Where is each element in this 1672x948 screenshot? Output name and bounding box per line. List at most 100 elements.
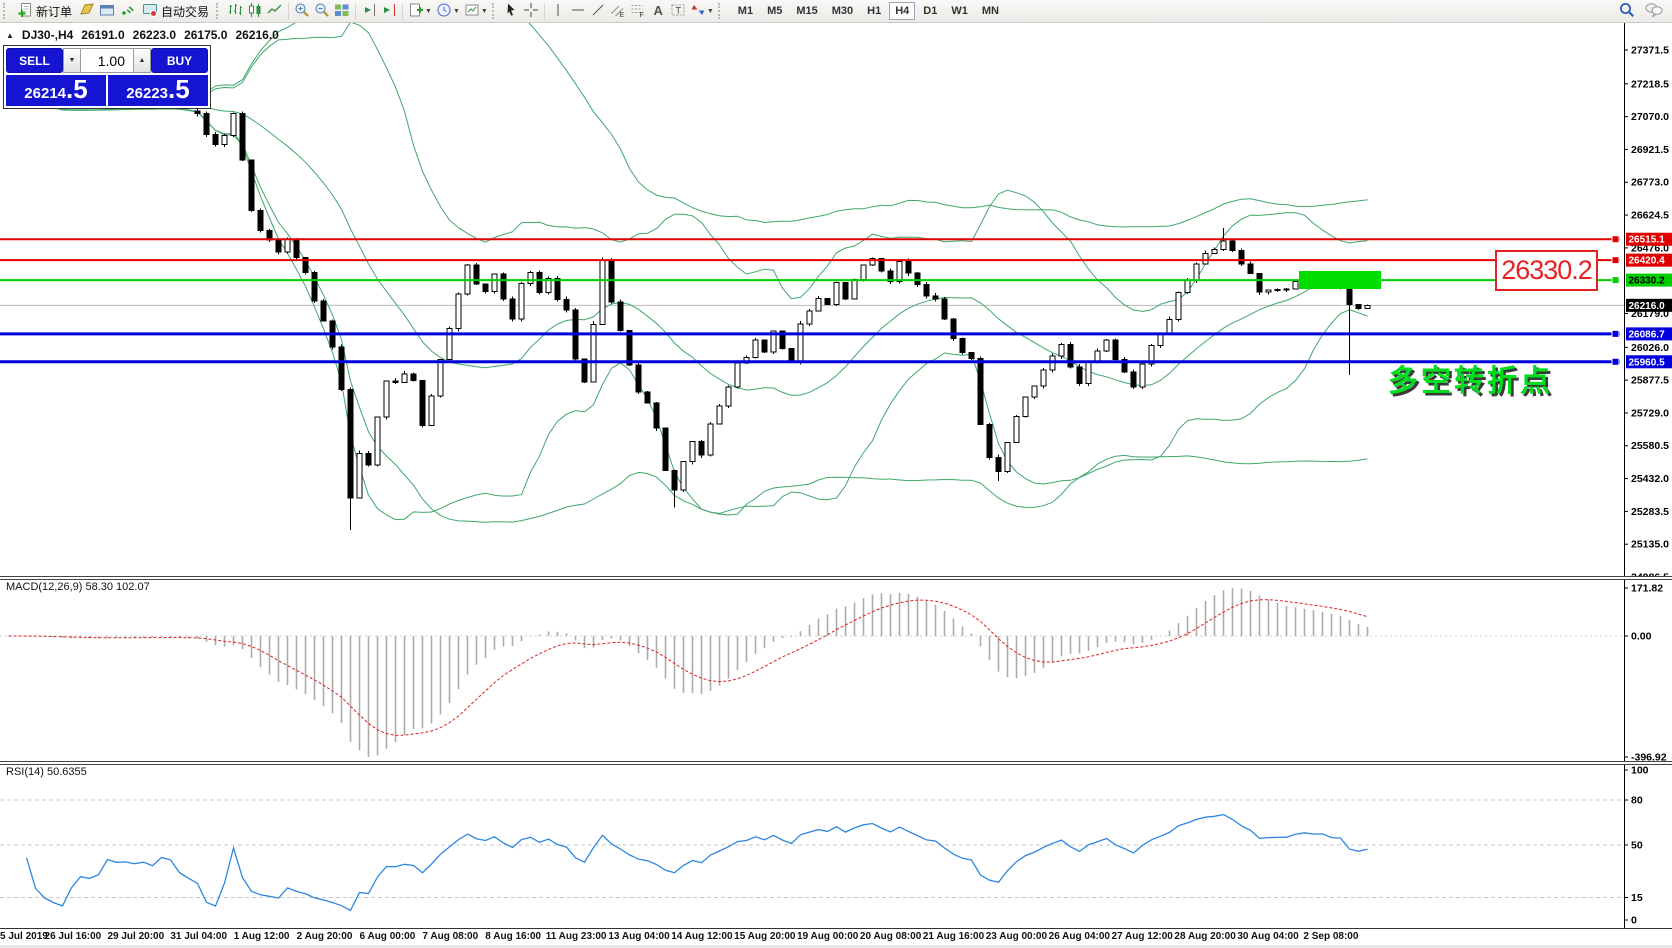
rsi-indicator-label: RSI(14) 50.6355 bbox=[6, 766, 87, 778]
timeframe-h4-button[interactable]: H4 bbox=[889, 2, 916, 20]
chart-shift-icon bbox=[381, 2, 397, 21]
timeframe-toolbar: M1 M5 M15 M30 H1 H4 D1 W1 MN bbox=[731, 2, 1006, 20]
candlestick-icon bbox=[247, 2, 263, 21]
timeframe-d1-button[interactable]: D1 bbox=[917, 2, 943, 20]
time-axis-label: 7 Aug 08:00 bbox=[422, 931, 479, 942]
fibonacci-button[interactable]: F bbox=[628, 1, 648, 21]
pane-separator[interactable] bbox=[0, 761, 1672, 765]
zoom-out-button[interactable] bbox=[312, 1, 332, 21]
new-chart-button[interactable] bbox=[77, 1, 97, 21]
svg-text:-396.92: -396.92 bbox=[1631, 752, 1667, 763]
time-axis[interactable]: 5 Jul 2019 26 Jul 16:00 29 Jul 20:00 31 Jul… bbox=[0, 930, 1672, 945]
time-axis-label: 14 Aug 12:00 bbox=[671, 931, 733, 942]
toolbar-separator bbox=[543, 2, 545, 20]
svg-text:25432.0: 25432.0 bbox=[1631, 473, 1669, 485]
timeframe-m15-button[interactable]: M15 bbox=[790, 2, 823, 20]
sell-price[interactable]: 26214 .5 bbox=[6, 75, 106, 106]
svg-text:25580.5: 25580.5 bbox=[1631, 440, 1669, 452]
search-button[interactable] bbox=[1616, 1, 1638, 21]
templates-button[interactable]: ▼ bbox=[462, 1, 490, 21]
volume-input[interactable]: 1.00 bbox=[81, 48, 133, 73]
tile-windows-icon bbox=[334, 2, 350, 21]
main-chart-pane[interactable]: 27371.5 27218.5 27070.0 26921.5 26773.0 26624… bbox=[0, 23, 1672, 576]
line-chart-icon bbox=[267, 2, 283, 21]
chevron-down-icon: ▼ bbox=[480, 7, 488, 15]
svg-text:27218.5: 27218.5 bbox=[1631, 78, 1669, 90]
svg-text:T: T bbox=[675, 5, 681, 15]
volume-increase-button[interactable]: ▲ bbox=[133, 48, 151, 73]
rsi-pane[interactable]: 100 80 50 15 0 bbox=[0, 765, 1672, 928]
time-axis-label: 2 Sep 08:00 bbox=[1303, 931, 1359, 942]
time-axis-label: 8 Aug 16:00 bbox=[485, 931, 542, 942]
text-button[interactable]: A bbox=[648, 1, 668, 21]
chat-icon bbox=[1644, 1, 1664, 22]
indicators-icon bbox=[408, 2, 424, 21]
autotrading-button[interactable]: 自动交易 bbox=[137, 1, 214, 21]
buy-price[interactable]: 26223 .5 bbox=[108, 75, 208, 106]
new-chart-icon bbox=[79, 2, 95, 21]
timeframe-h1-button[interactable]: H1 bbox=[861, 2, 887, 20]
new-order-icon bbox=[17, 2, 33, 21]
svg-text:27371.5: 27371.5 bbox=[1631, 45, 1669, 57]
buy-button[interactable]: BUY bbox=[151, 48, 208, 73]
toolbar-grip[interactable] bbox=[216, 3, 222, 19]
time-axis-label: 21 Aug 16:00 bbox=[922, 931, 985, 942]
toolbar-grip[interactable] bbox=[3, 3, 9, 19]
time-axis-label: 29 Jul 20:00 bbox=[107, 931, 165, 942]
tile-windows-button[interactable] bbox=[332, 1, 352, 21]
candles-chart-button[interactable] bbox=[245, 1, 265, 21]
svg-text:E: E bbox=[619, 12, 624, 18]
zoom-in-button[interactable] bbox=[292, 1, 312, 21]
channel-button[interactable]: E bbox=[608, 1, 628, 21]
indicators-button[interactable]: ▼ bbox=[406, 1, 434, 21]
toolbar-grip[interactable] bbox=[491, 3, 498, 19]
svg-text:24986.5: 24986.5 bbox=[1631, 572, 1669, 577]
new-order-button[interactable]: 新订单 bbox=[12, 1, 77, 21]
svg-text:A: A bbox=[653, 3, 663, 18]
sell-price-main: 26214 bbox=[24, 85, 67, 102]
toolbar-grip[interactable] bbox=[717, 3, 724, 19]
timeframe-m30-button[interactable]: M30 bbox=[826, 2, 859, 20]
ohlc-high: 26223.0 bbox=[132, 28, 177, 42]
time-axis-label: 30 Aug 04:00 bbox=[1237, 931, 1299, 942]
horizontal-line-button[interactable] bbox=[568, 1, 588, 21]
price-callout-label[interactable]: 26330.2 bbox=[1495, 250, 1598, 291]
turning-point-annotation[interactable]: 多空转折点 bbox=[1388, 365, 1553, 398]
auto-scroll-button[interactable] bbox=[359, 1, 379, 21]
signal-button[interactable] bbox=[117, 1, 137, 21]
chat-button[interactable] bbox=[1642, 1, 1666, 21]
time-axis-label: 6 Aug 00:00 bbox=[359, 931, 416, 942]
timeframe-m5-button[interactable]: M5 bbox=[761, 2, 788, 20]
bars-chart-button[interactable] bbox=[225, 1, 245, 21]
volume-decrease-button[interactable]: ▼ bbox=[63, 48, 81, 73]
cursor-button[interactable] bbox=[501, 1, 521, 21]
sell-button[interactable]: SELL bbox=[6, 48, 63, 73]
text-label-button[interactable]: T bbox=[668, 1, 688, 21]
macd-pane[interactable]: 171.82 0.00 -396.92 bbox=[0, 580, 1672, 762]
auto-scroll-icon bbox=[361, 2, 377, 21]
arrows-button[interactable]: ▼ bbox=[688, 1, 716, 21]
line-chart-button[interactable] bbox=[265, 1, 285, 21]
pane-separator[interactable] bbox=[0, 576, 1672, 580]
svg-text:26026.0: 26026.0 bbox=[1631, 342, 1669, 354]
time-axis-label: 20 Aug 08:00 bbox=[859, 931, 922, 942]
timeframe-w1-button[interactable]: W1 bbox=[945, 2, 974, 20]
periods-button[interactable]: ▼ bbox=[434, 1, 462, 21]
svg-text:26515.1: 26515.1 bbox=[1629, 235, 1666, 246]
profiles-button[interactable] bbox=[97, 1, 117, 21]
vertical-line-button[interactable] bbox=[548, 1, 568, 21]
collapse-panel-icon[interactable]: ▲ bbox=[6, 30, 14, 40]
timeframe-mn-button[interactable]: MN bbox=[976, 2, 1005, 20]
chart-shift-button[interactable] bbox=[379, 1, 399, 21]
crosshair-button[interactable] bbox=[521, 1, 541, 21]
text-label-icon: T bbox=[670, 2, 686, 21]
toolbar-separator bbox=[355, 2, 357, 20]
trendline-button[interactable] bbox=[588, 1, 608, 21]
time-axis-label: 5 Jul 2019 bbox=[0, 931, 48, 942]
svg-text:80: 80 bbox=[1631, 795, 1643, 807]
svg-text:26921.5: 26921.5 bbox=[1631, 144, 1669, 156]
time-axis-label: 23 Aug 00:00 bbox=[985, 931, 1048, 942]
triangle-up-icon: ▲ bbox=[138, 57, 146, 64]
time-axis-label: 1 Aug 12:00 bbox=[233, 931, 290, 942]
timeframe-m1-button[interactable]: M1 bbox=[732, 2, 759, 20]
